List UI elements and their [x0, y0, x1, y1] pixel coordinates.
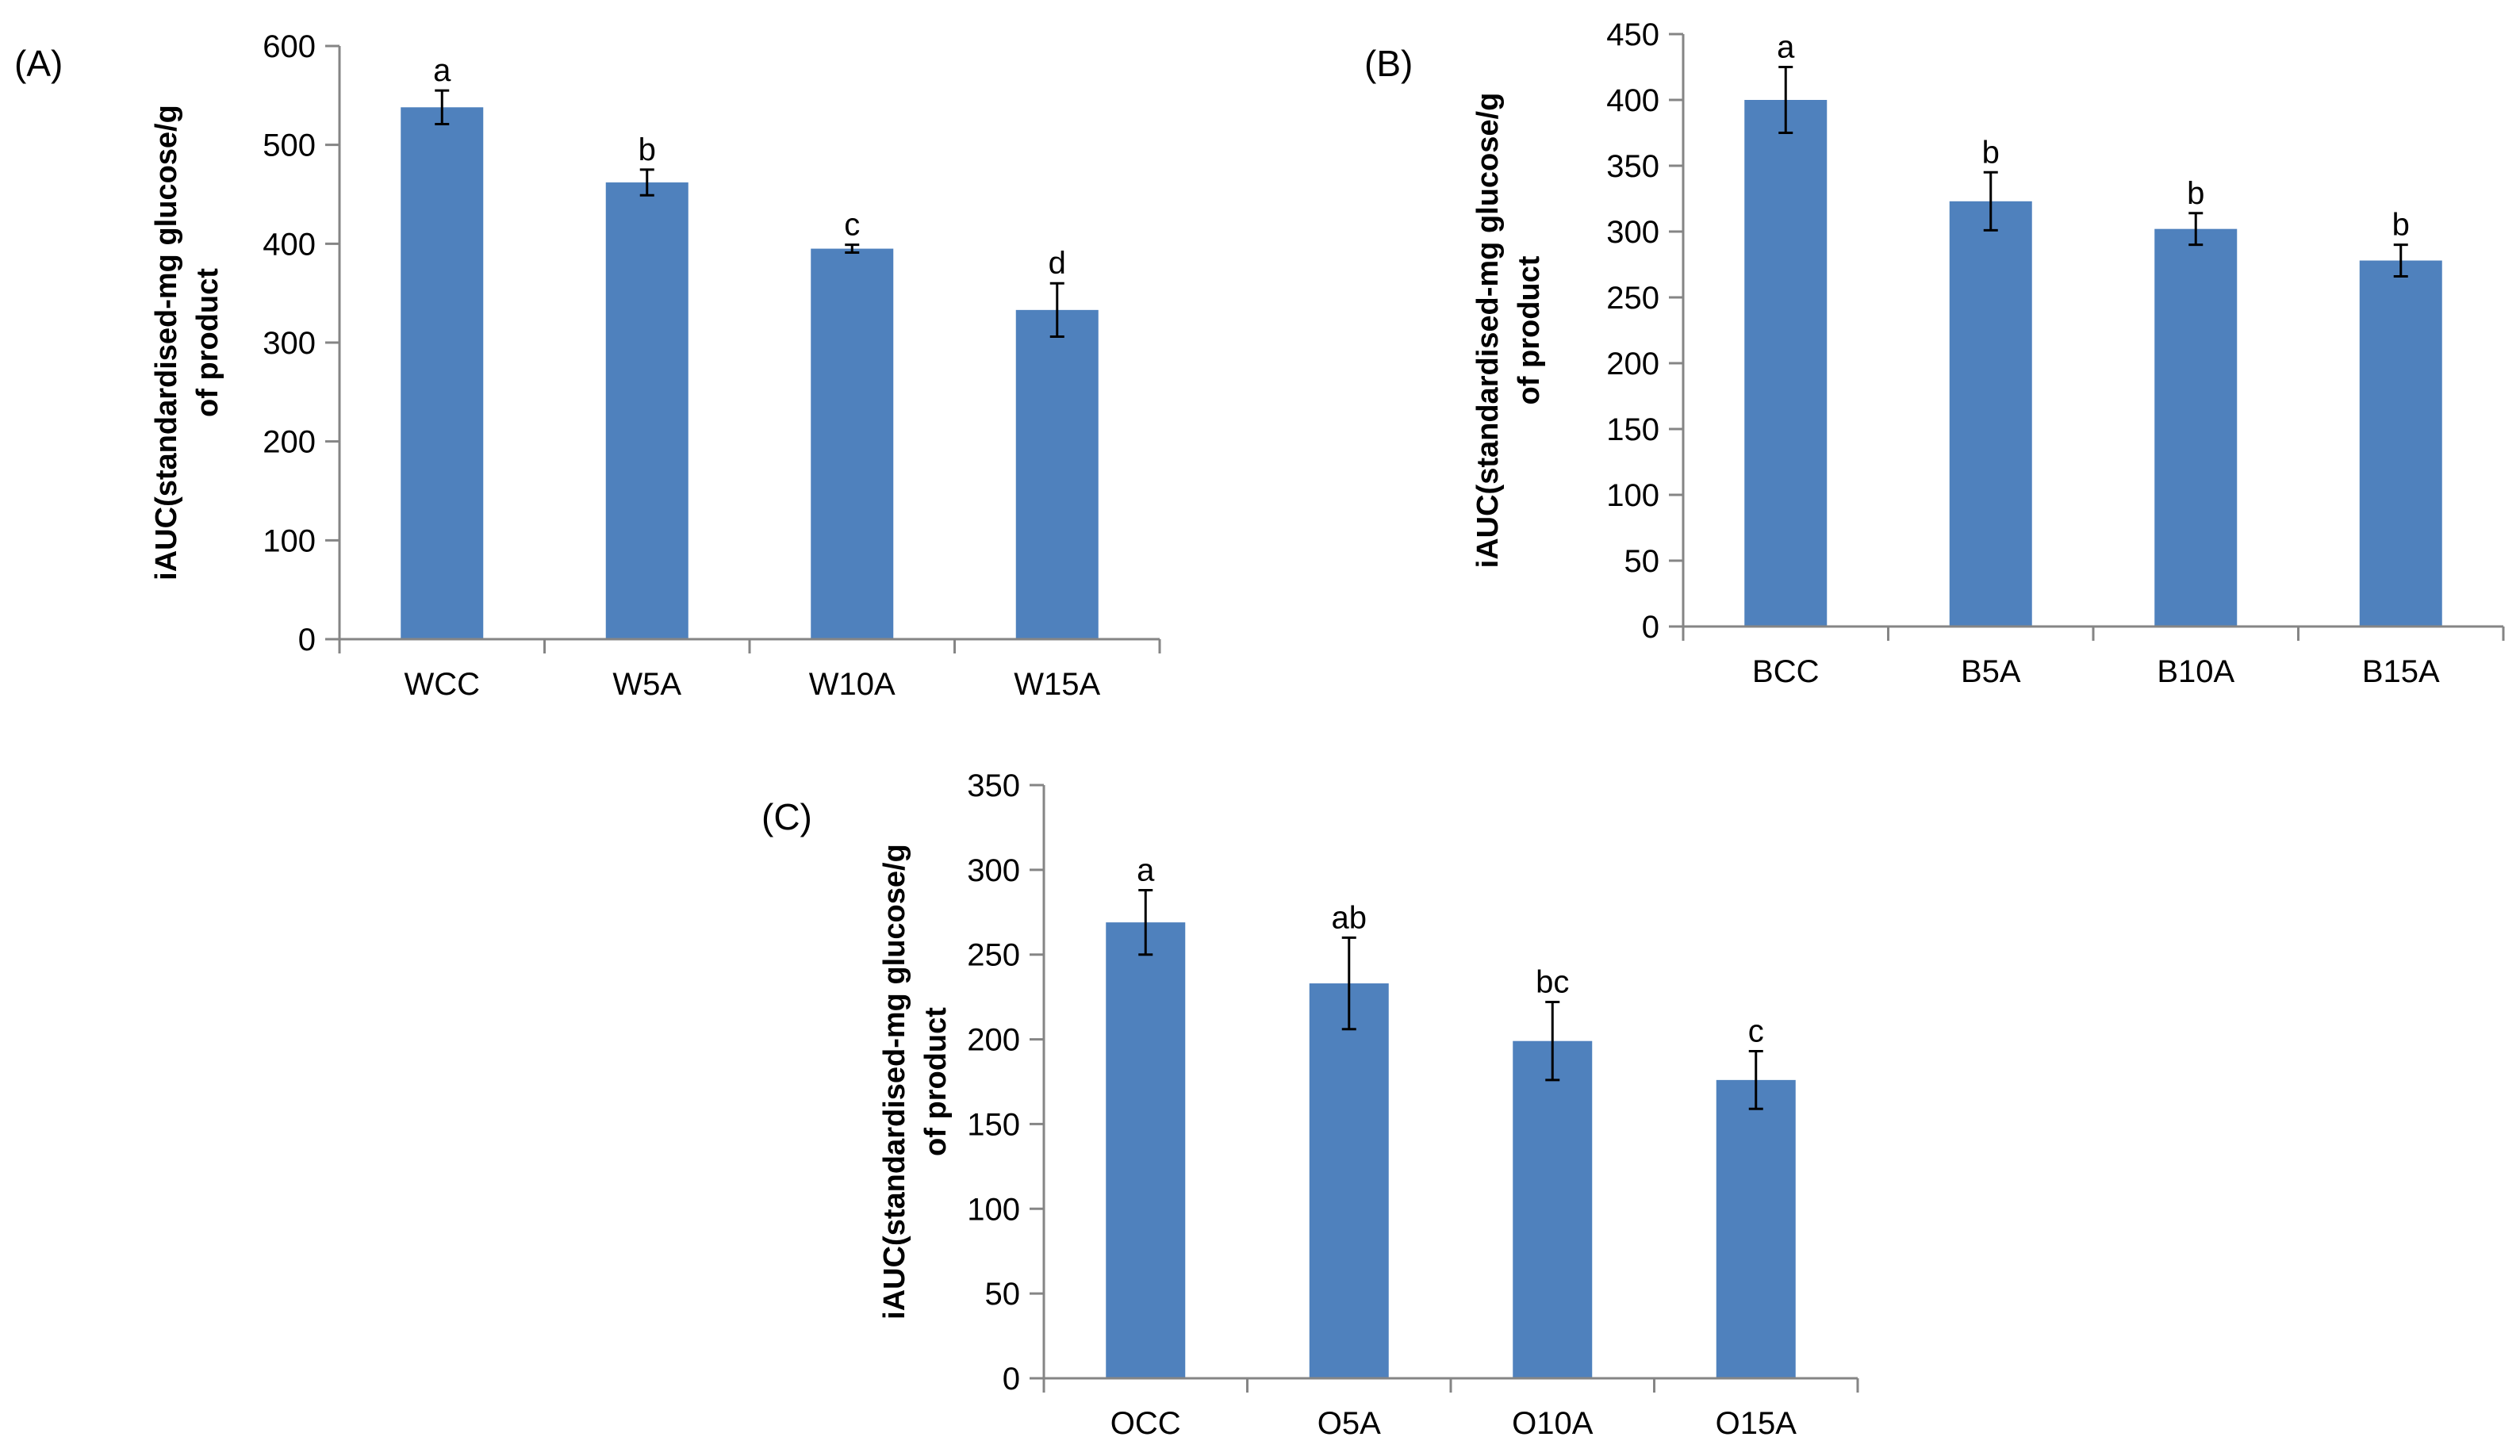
- panel-label: (C): [761, 796, 812, 837]
- y-tick-label: 450: [1606, 17, 1659, 52]
- y-axis-label: of product: [191, 268, 224, 417]
- category-label: O10A: [1512, 1406, 1594, 1441]
- category-label: B10A: [2157, 654, 2234, 689]
- bar-o15a: [1716, 1079, 1796, 1378]
- y-tick-label: 50: [985, 1277, 1021, 1312]
- significance-label: a: [1777, 30, 1795, 65]
- category-label: O15A: [1716, 1406, 1797, 1441]
- category-label: B15A: [2362, 654, 2440, 689]
- bar-w5a: [605, 182, 688, 640]
- category-label: W5A: [612, 667, 681, 702]
- y-tick-label: 0: [298, 623, 316, 657]
- significance-label: b: [2392, 208, 2410, 243]
- category-label: O5A: [1318, 1406, 1381, 1441]
- significance-label: c: [1748, 1014, 1764, 1049]
- category-label: B5A: [1961, 654, 2021, 689]
- y-axis-label: of product: [919, 1007, 953, 1156]
- significance-label: d: [1049, 246, 1066, 281]
- category-label: W15A: [1014, 667, 1100, 702]
- y-tick-label: 100: [1606, 478, 1659, 513]
- panel-label: (B): [1364, 43, 1413, 84]
- y-tick-label: 250: [967, 938, 1020, 973]
- category-label: OCC: [1110, 1406, 1181, 1441]
- significance-label: b: [1982, 135, 2000, 170]
- y-tick-label: 300: [1606, 215, 1659, 250]
- bar-b10a: [2154, 228, 2238, 626]
- y-tick-label: 250: [1606, 281, 1659, 316]
- significance-label: b: [2187, 176, 2204, 211]
- y-tick-label: 200: [967, 1023, 1020, 1058]
- bar-o10a: [1513, 1040, 1593, 1378]
- y-tick-label: 350: [1606, 149, 1659, 184]
- y-tick-label: 0: [1003, 1362, 1020, 1397]
- panel-b-chart: (B) iAUC(standardised-mg glucose/g of prod…: [1364, 17, 2505, 689]
- y-tick-label: 300: [967, 853, 1020, 888]
- bar-b5a: [1949, 201, 2032, 626]
- panel-c-chart: (C) iAUC(standardised-mg glucose/g of prod…: [761, 768, 1859, 1441]
- bar-occ: [1106, 922, 1186, 1378]
- bar-w10a: [811, 248, 894, 639]
- significance-label: a: [433, 53, 451, 88]
- y-tick-label: 200: [1606, 347, 1659, 381]
- bar-wcc: [401, 107, 484, 639]
- bar-bcc: [1744, 100, 1828, 626]
- significance-label: bc: [1536, 965, 1569, 1000]
- y-tick-label: 0: [1642, 610, 1659, 645]
- category-label: WCC: [404, 667, 480, 702]
- category-label: BCC: [1752, 654, 1819, 689]
- y-tick-label: 400: [263, 227, 316, 262]
- y-tick-label: 400: [1606, 83, 1659, 118]
- y-tick-label: 300: [263, 326, 316, 361]
- y-tick-label: 350: [967, 768, 1020, 803]
- y-tick-label: 100: [967, 1192, 1020, 1227]
- y-tick-label: 500: [263, 128, 316, 163]
- y-axis-label: iAUC(standardised-mg glucose/g: [878, 844, 911, 1320]
- y-axis-label: of product: [1513, 255, 1546, 404]
- significance-label: c: [844, 208, 860, 243]
- y-axis-label: iAUC(standardised-mg glucose/g: [150, 105, 183, 580]
- panel-label: (A): [14, 43, 63, 84]
- significance-label: b: [639, 132, 656, 167]
- y-tick-label: 600: [263, 29, 316, 64]
- category-label: W10A: [809, 667, 896, 702]
- bar-o5a: [1309, 983, 1389, 1378]
- y-tick-label: 200: [263, 425, 316, 460]
- y-tick-label: 100: [263, 523, 316, 558]
- y-axis-label: iAUC(standardised-mg glucose/g: [1471, 93, 1505, 569]
- bar-b15a: [2359, 260, 2442, 626]
- y-tick-label: 50: [1624, 544, 1660, 579]
- significance-label: a: [1137, 853, 1155, 888]
- significance-label: ab: [1332, 900, 1367, 935]
- panel-a-chart: (A) iAUC(standardised-mg glucose/g of prod…: [14, 29, 1161, 702]
- bar-w15a: [1015, 309, 1099, 639]
- y-tick-label: 150: [967, 1107, 1020, 1142]
- y-tick-label: 150: [1606, 412, 1659, 447]
